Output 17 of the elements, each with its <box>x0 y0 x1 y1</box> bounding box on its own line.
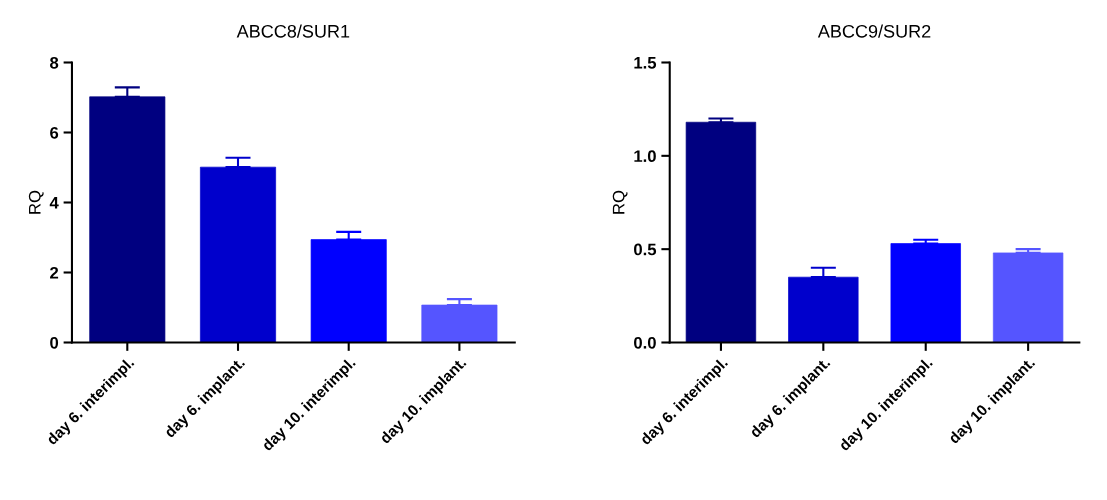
bar <box>421 304 498 343</box>
y-tick-label: 0.5 <box>634 243 657 256</box>
y-tick-label: 8 <box>50 56 59 69</box>
y-tick-label: 0 <box>50 336 59 349</box>
y-axis-title: RQ <box>612 190 628 214</box>
bar <box>992 252 1064 343</box>
chart-title: ABCC9/SUR2 <box>817 24 931 38</box>
y-tick-label: 0.0 <box>634 336 656 349</box>
y-tick-label: 1.0 <box>634 150 656 163</box>
y-tick-label: 4 <box>49 197 59 209</box>
y-tick-label: 2 <box>50 266 59 279</box>
y-tick-label: 6 <box>50 126 59 139</box>
bar <box>685 121 757 343</box>
y-tick-label: 1.5 <box>634 57 657 69</box>
chart-title: ABCC8/SUR1 <box>236 24 350 38</box>
bar <box>890 243 961 343</box>
y-axis-title: RQ <box>28 190 44 214</box>
